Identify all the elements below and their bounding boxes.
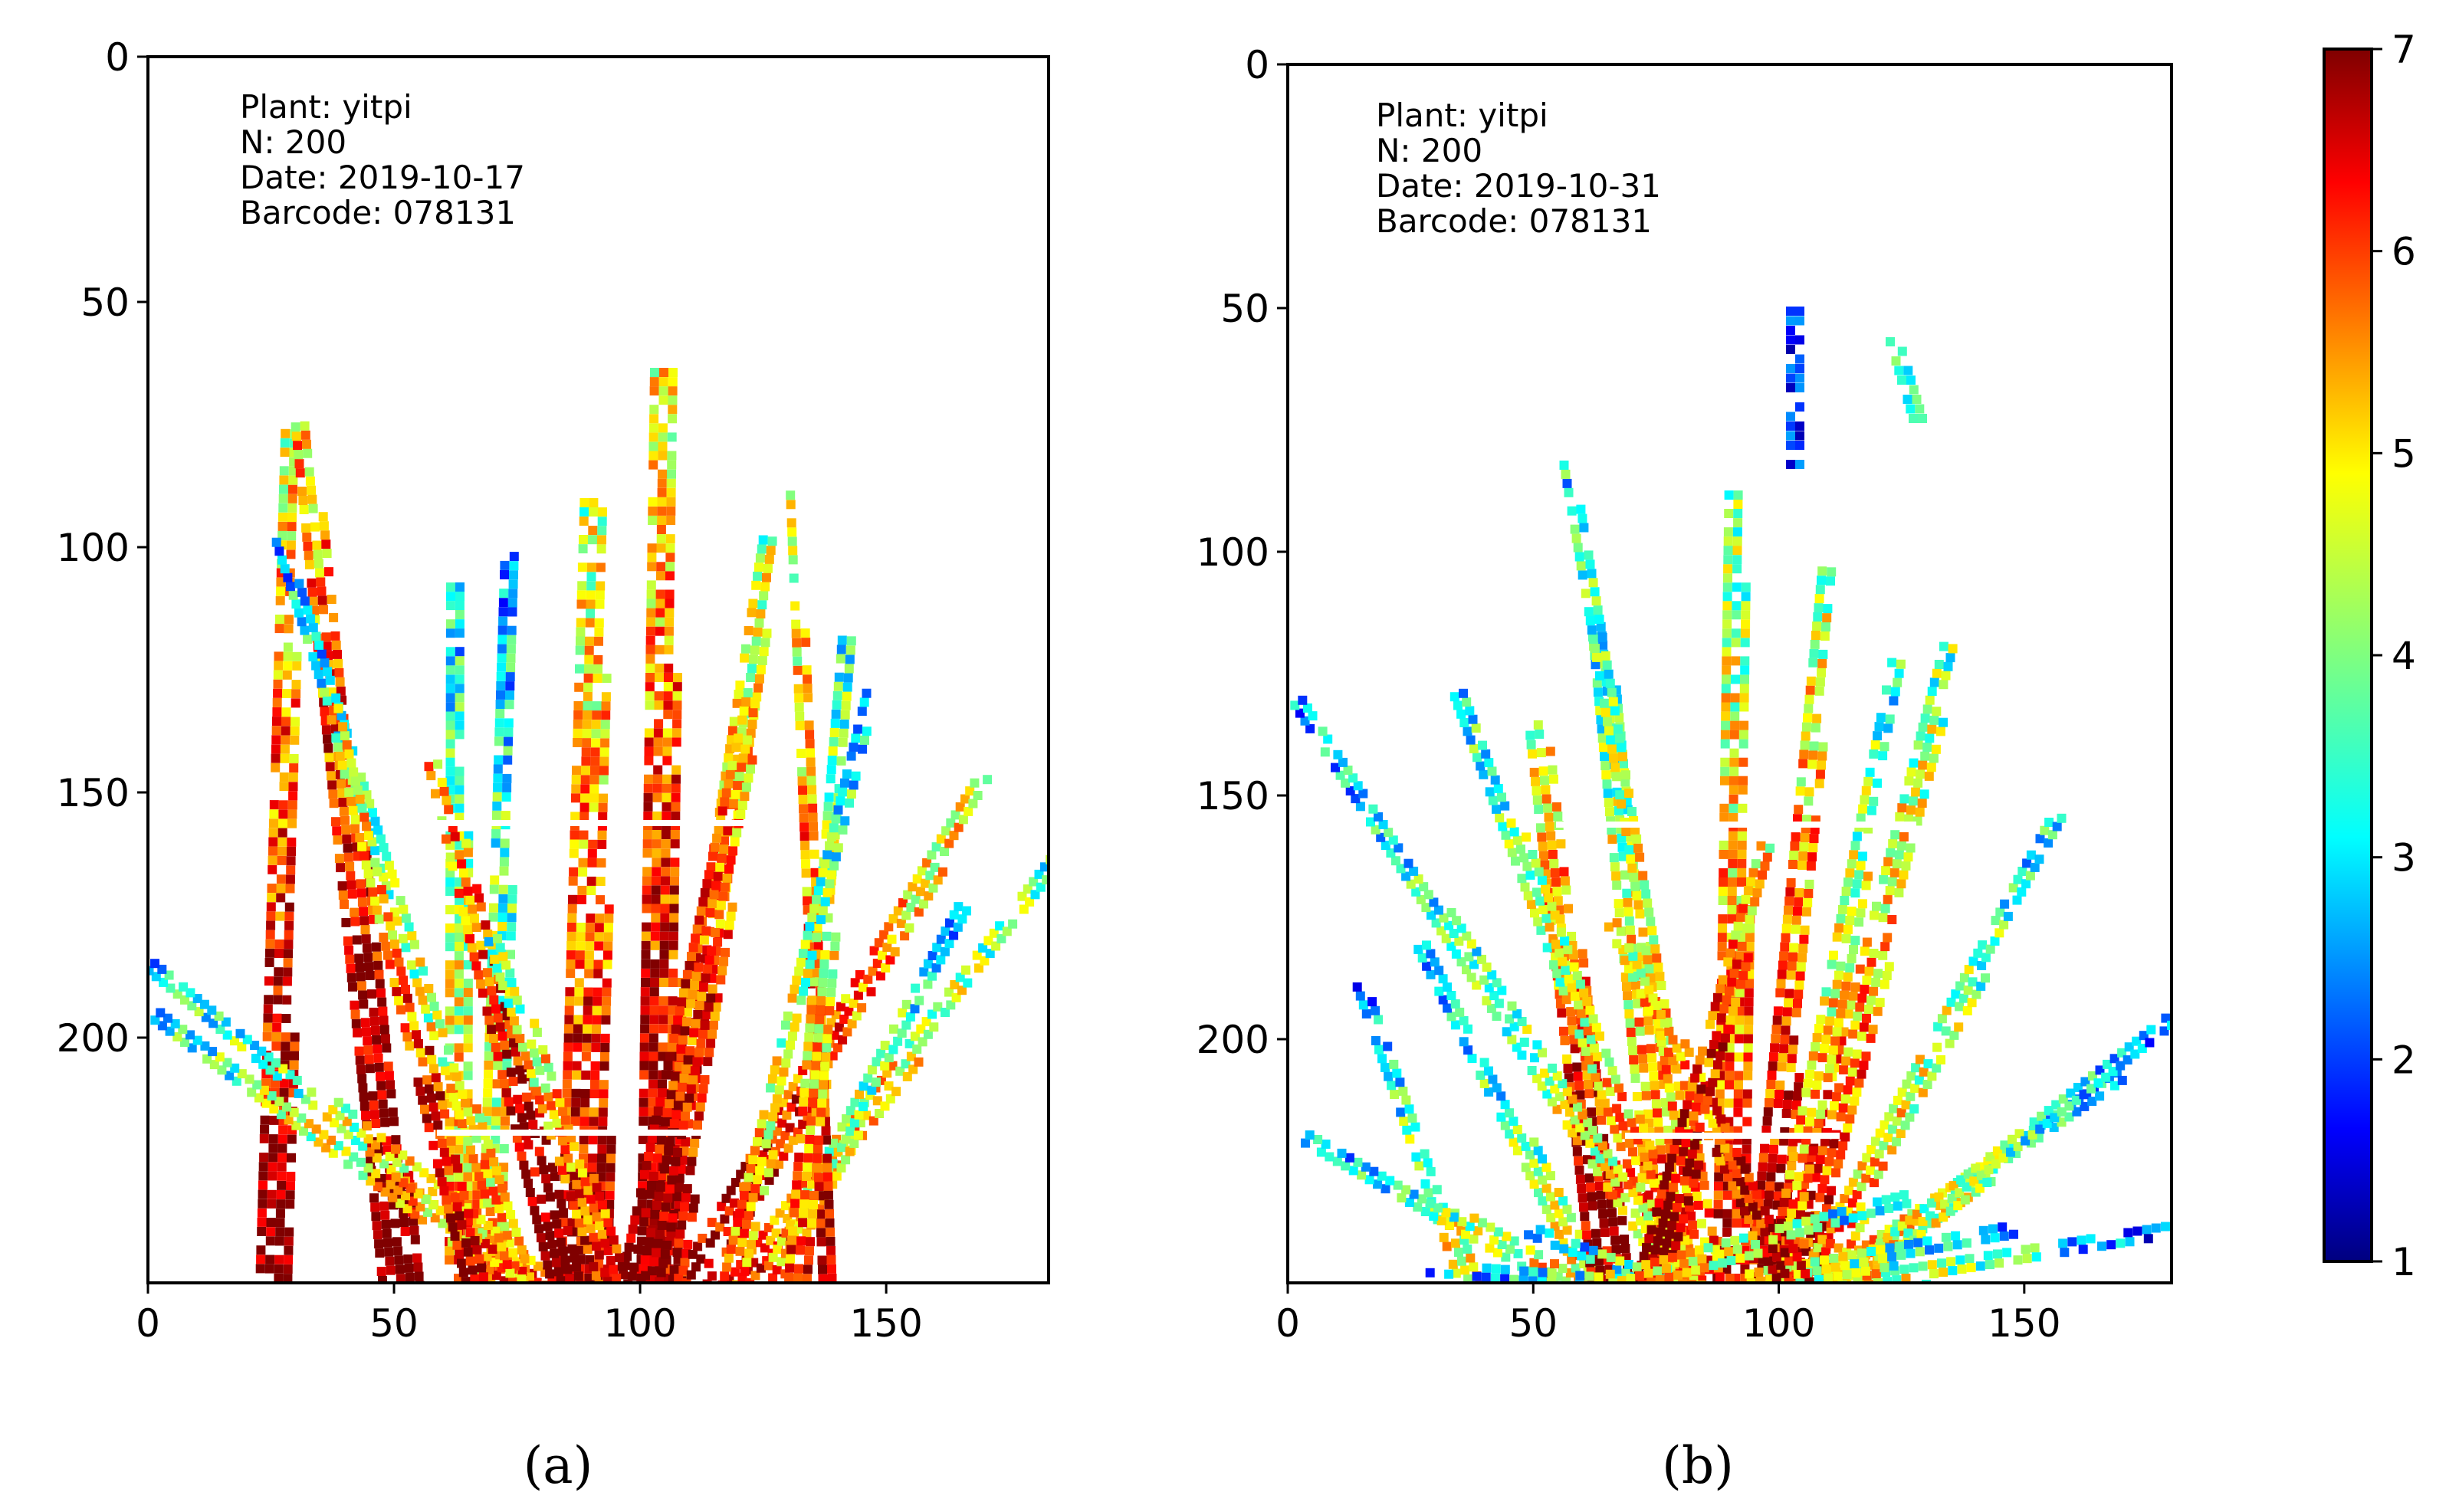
x-tick-label: 0 (1275, 1301, 1300, 1346)
annotation-a-line-4: Barcode: 078131 (240, 194, 516, 231)
panel-b: 0 50 100 150 0 50 100 150 200 Plant: yitpi N: 20… (1197, 43, 2173, 1495)
y-tick-label: 200 (57, 1016, 130, 1061)
annotation-a-line-3: Date: 2019-10-17 (240, 159, 525, 196)
annotation-b-line-2: N: 200 (1376, 132, 1482, 169)
panel-label-a: (a) (524, 1436, 593, 1495)
annotation-a-line-2: N: 200 (240, 123, 346, 161)
x-tick-label: 0 (136, 1301, 160, 1346)
y-tick-label: 150 (1197, 774, 1269, 818)
x-tick-label: 100 (1742, 1301, 1815, 1346)
y-tick-label: 100 (57, 526, 130, 570)
colorbar-tick-label: 2 (2392, 1038, 2416, 1082)
y-tick-label: 0 (1245, 43, 1269, 87)
colorbar-tick-label: 5 (2392, 431, 2416, 476)
panel-label-b: (b) (1662, 1436, 1734, 1495)
axes-frame-b (1286, 63, 2173, 1284)
y-tick-label: 200 (1197, 1018, 1269, 1062)
x-tick-label: 100 (603, 1301, 676, 1346)
y-tick-label: 100 (1197, 530, 1269, 575)
x-tick-label: 150 (849, 1301, 922, 1346)
y-tick-label: 50 (1220, 287, 1269, 331)
annotation-b-line-1: Plant: yitpi (1376, 97, 1548, 134)
panel-a: 0 50 100 150 0 50 100 150 200 Plant: yitpi N: 20… (57, 35, 1050, 1495)
annotation-b-line-4: Barcode: 078131 (1376, 202, 1652, 240)
axes-b: 0 50 100 150 0 50 100 150 200 (1197, 43, 2061, 1346)
x-tick-label: 50 (1509, 1301, 1558, 1346)
y-tick-label: 50 (80, 280, 130, 325)
plant-heatmap-a (148, 368, 1049, 1283)
annotation-a-line-1: Plant: yitpi (240, 88, 412, 126)
colorbar-gradient (2323, 48, 2373, 1263)
x-tick-label: 50 (369, 1301, 419, 1346)
colorbar-tick-label: 3 (2392, 836, 2416, 881)
x-tick-label: 150 (1988, 1301, 2060, 1346)
colorbar-tick-label: 1 (2392, 1240, 2416, 1284)
colorbar-ticks: 1 2 3 4 5 6 7 (2372, 28, 2416, 1284)
plant-heatmap-b (1290, 307, 2172, 1283)
colorbar-tick-label: 6 (2392, 230, 2416, 274)
annotation-b-line-3: Date: 2019-10-31 (1376, 167, 1661, 205)
colorbar-tick-label: 7 (2392, 28, 2416, 72)
colorbar: 1 2 3 4 5 6 7 (2323, 28, 2416, 1284)
y-tick-label: 0 (105, 35, 130, 80)
axes-frame-a (146, 55, 1050, 1284)
y-tick-label: 150 (57, 771, 130, 815)
axes-a: 0 50 100 150 0 50 100 150 200 (57, 35, 923, 1346)
colorbar-tick-label: 4 (2392, 634, 2416, 678)
